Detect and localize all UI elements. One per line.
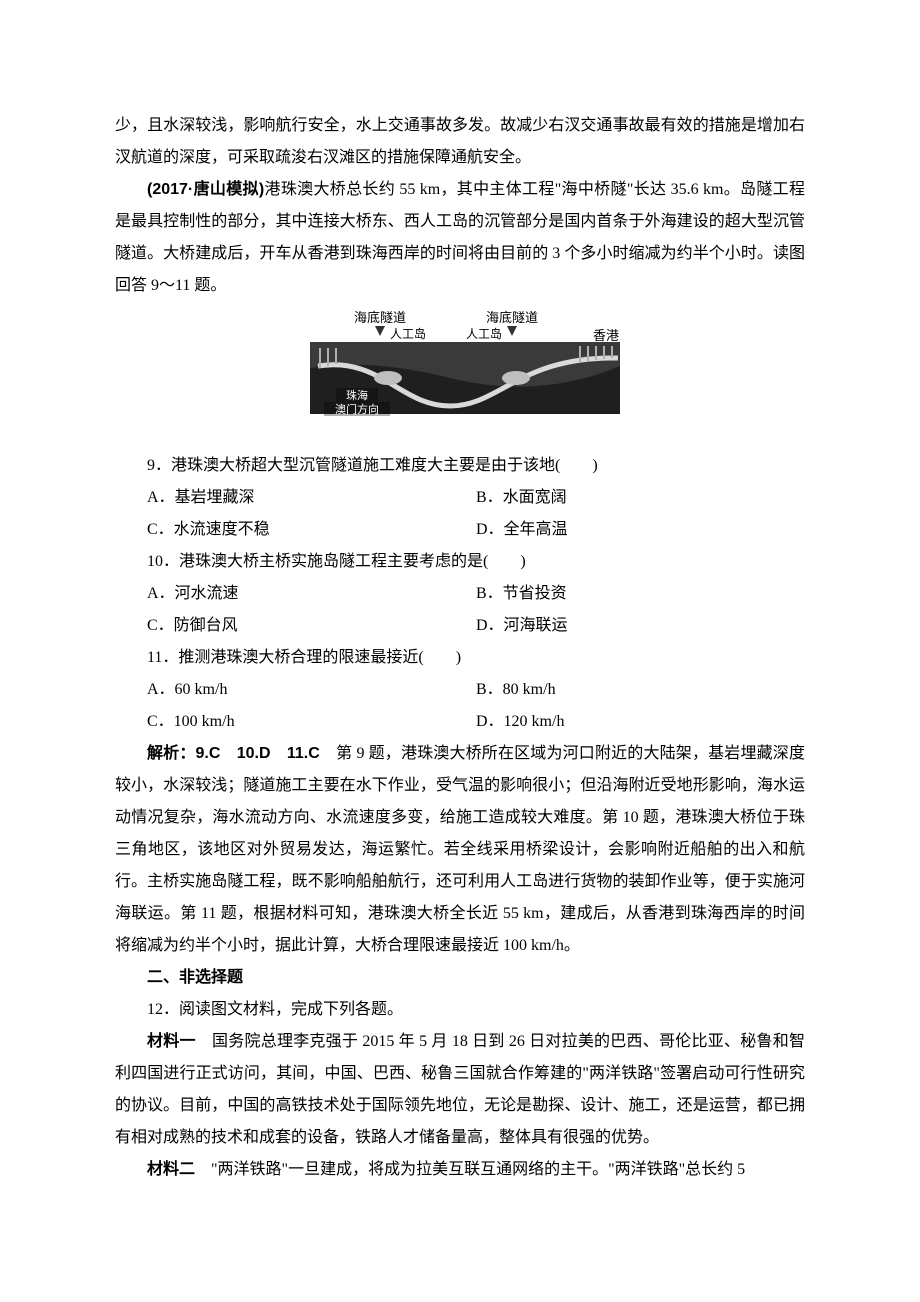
q10-opt-b: B．节省投资 bbox=[476, 578, 805, 610]
q9-opt-d: D．全年高温 bbox=[476, 514, 805, 546]
q12-stem: 12．阅读图文材料，完成下列各题。 bbox=[115, 994, 805, 1026]
material-1-body: 国务院总理李克强于 2015 年 5 月 18 日到 26 日对拉美的巴西、哥伦… bbox=[115, 1033, 805, 1146]
arrow-right-icon bbox=[507, 326, 517, 336]
q9-opt-a: A．基岩埋藏深 bbox=[147, 482, 476, 514]
source-label: (2017·唐山模拟) bbox=[147, 181, 264, 198]
explain-body: 第 9 题，港珠澳大桥所在区域为河口附近的大陆架，基岩埋藏深度较小，水深较浅；隧… bbox=[115, 745, 805, 954]
q9-options-row1: A．基岩埋藏深 B．水面宽阔 bbox=[115, 482, 805, 514]
q9-stem: 9．港珠澳大桥超大型沉管隧道施工难度大主要是由于该地( ) bbox=[115, 450, 805, 482]
material-1-label: 材料一 bbox=[147, 1033, 196, 1050]
q10-opt-c: C．防御台风 bbox=[147, 610, 476, 642]
q11-opt-b: B．80 km/h bbox=[476, 674, 805, 706]
section-2-title: 二、非选择题 bbox=[115, 962, 805, 994]
q11-opt-a: A．60 km/h bbox=[147, 674, 476, 706]
bridge-figure: 海底隧道 海底隧道 香港 人工岛 人工岛 bbox=[115, 308, 805, 440]
island-left bbox=[374, 371, 402, 385]
q11-options-row1: A．60 km/h B．80 km/h bbox=[115, 674, 805, 706]
paragraph-continuation: 少，且水深较浅，影响航行安全，水上交通事故多发。故减少右汊交通事故最有效的措施是… bbox=[115, 110, 805, 174]
q11-stem: 11．推测港珠澳大桥合理的限速最接近( ) bbox=[115, 642, 805, 674]
paragraph-explanation: 解析：9.C 10.D 11.C 第 9 题，港珠澳大桥所在区域为河口附近的大陆… bbox=[115, 738, 805, 962]
document-page: 少，且水深较浅，影响航行安全，水上交通事故多发。故减少右汊交通事故最有效的措施是… bbox=[0, 0, 920, 1302]
q10-opt-a: A．河水流速 bbox=[147, 578, 476, 610]
material-2-body: "两洋铁路"一旦建成，将成为拉美互联互通网络的主干。"两洋铁路"总长约 5 bbox=[195, 1161, 745, 1178]
material-2-label: 材料二 bbox=[147, 1161, 195, 1178]
bridge-diagram: 海底隧道 海底隧道 香港 人工岛 人工岛 bbox=[280, 308, 640, 428]
q11-opt-d: D．120 km/h bbox=[476, 706, 805, 738]
q9-opt-c: C．水流速度不稳 bbox=[147, 514, 476, 546]
label-island-right: 人工岛 bbox=[466, 326, 502, 341]
q9-options-row2: C．水流速度不稳 D．全年高温 bbox=[115, 514, 805, 546]
label-macau: 澳门方向 bbox=[335, 402, 379, 416]
q10-options-row1: A．河水流速 B．节省投资 bbox=[115, 578, 805, 610]
q10-opt-d: D．河海联运 bbox=[476, 610, 805, 642]
label-zhuhai: 珠海 bbox=[346, 388, 368, 402]
label-island-left: 人工岛 bbox=[390, 326, 426, 341]
q10-stem: 10．港珠澳大桥主桥实施岛隧工程主要考虑的是( ) bbox=[115, 546, 805, 578]
q11-options-row2: C．100 km/h D．120 km/h bbox=[115, 706, 805, 738]
q10-options-row2: C．防御台风 D．河海联运 bbox=[115, 610, 805, 642]
paragraph-intro: (2017·唐山模拟)港珠澳大桥总长约 55 km，其中主体工程"海中桥隧"长达… bbox=[115, 174, 805, 302]
material-1: 材料一 国务院总理李克强于 2015 年 5 月 18 日到 26 日对拉美的巴… bbox=[115, 1026, 805, 1154]
island-right bbox=[502, 371, 530, 385]
label-hk: 香港 bbox=[593, 328, 619, 343]
q9-opt-b: B．水面宽阔 bbox=[476, 482, 805, 514]
material-2: 材料二 "两洋铁路"一旦建成，将成为拉美互联互通网络的主干。"两洋铁路"总长约 … bbox=[115, 1154, 805, 1186]
label-tunnel-left: 海底隧道 bbox=[354, 310, 406, 325]
explain-prefix: 解析：9.C 10.D 11.C bbox=[147, 745, 336, 762]
arrow-left-icon bbox=[375, 326, 385, 336]
label-tunnel-right: 海底隧道 bbox=[486, 310, 538, 325]
q11-opt-c: C．100 km/h bbox=[147, 706, 476, 738]
